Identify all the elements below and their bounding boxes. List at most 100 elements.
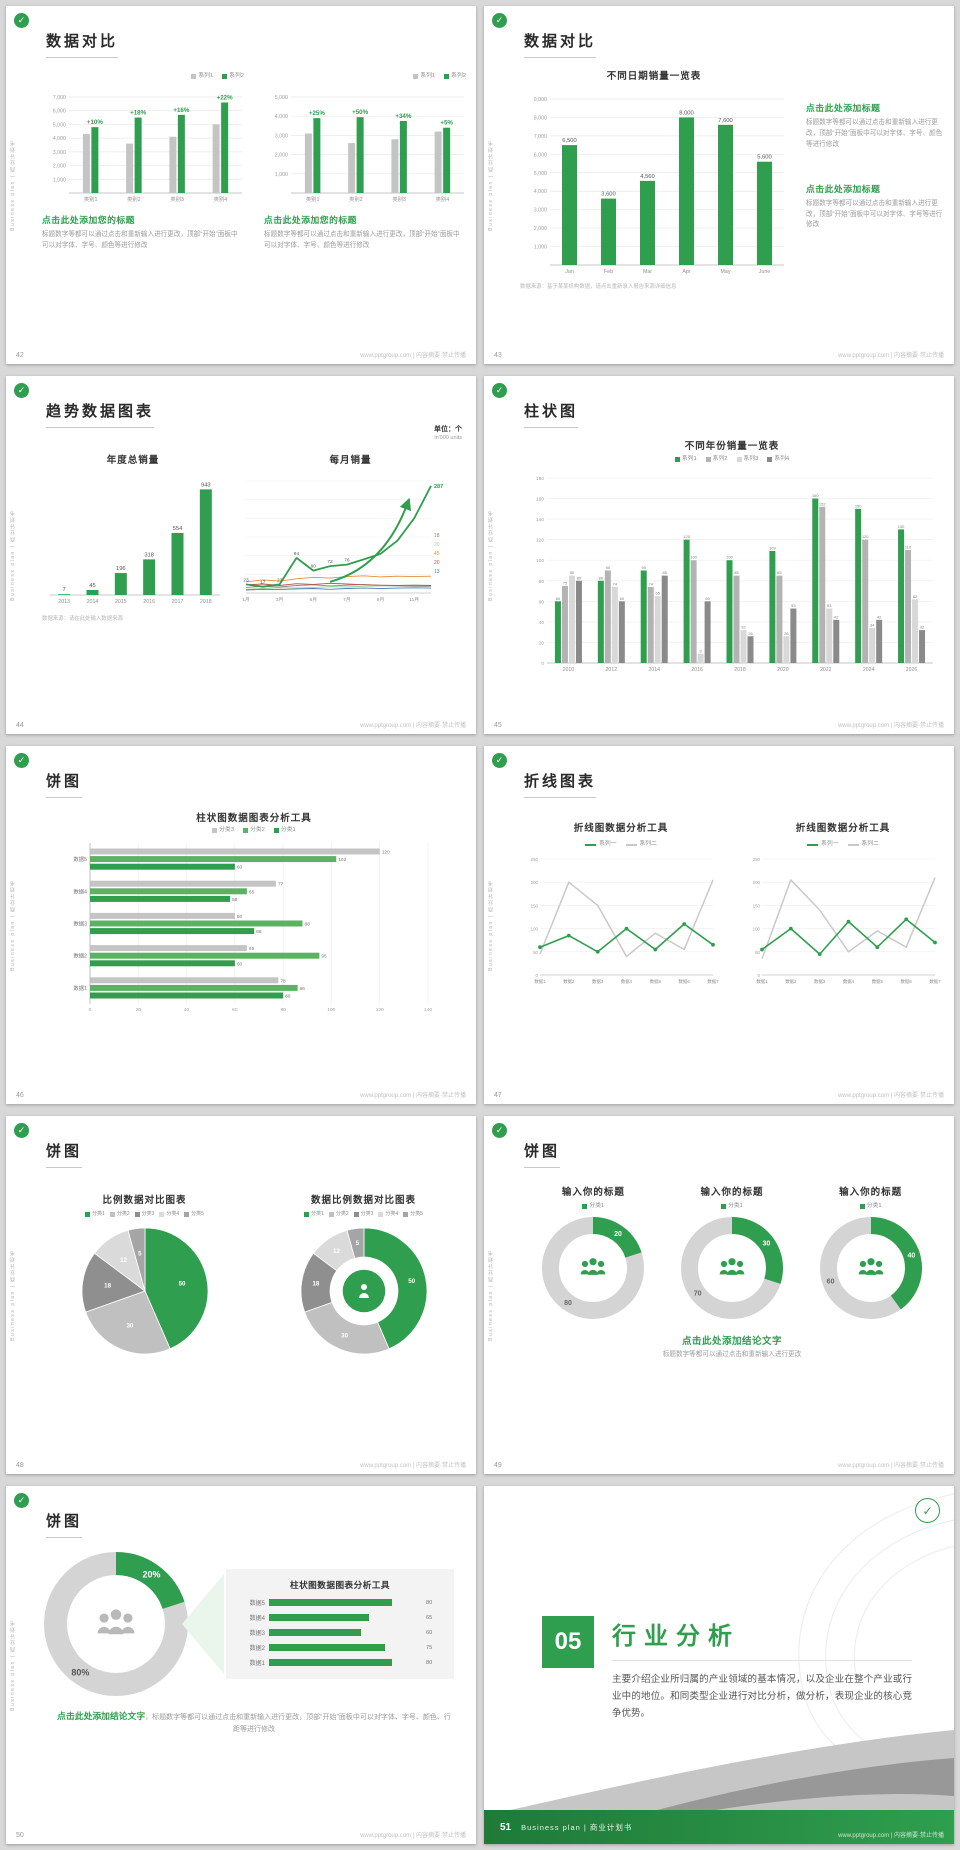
svg-text:20: 20: [434, 560, 440, 566]
page-number: 47: [494, 1092, 502, 1099]
svg-text:4,000: 4,000: [53, 136, 66, 142]
svg-text:9,000: 9,000: [534, 97, 547, 103]
bar-track: [269, 1628, 423, 1637]
bar-label: 数据3: [249, 1631, 265, 1637]
svg-text:2016: 2016: [143, 599, 155, 605]
logo-icon: ✓: [14, 753, 29, 768]
svg-text:32: 32: [741, 624, 746, 629]
slide-content: 折线图数据分析工具 系列一 系列二 0 50 100 150 200 250 数据1 数据2 数据3 数…: [520, 806, 944, 1088]
unit-label: 单位：个 in'000 units: [434, 424, 462, 441]
svg-text:95: 95: [321, 953, 327, 959]
logo-icon: ✓: [492, 13, 507, 28]
svg-text:4,000: 4,000: [534, 189, 547, 195]
legend-item: 分类1: [582, 1203, 604, 1210]
svg-text:50: 50: [533, 950, 538, 955]
slide-page-43[interactable]: ✓ Business plan | 商业计划书 数据对比 不同日期销量一览表 9,000…: [484, 6, 954, 364]
svg-text:45: 45: [89, 583, 95, 589]
chart-block: 比例数据对比图表 分类1 分类2 分类3 分类4 分类5 50 30 18 12 5: [52, 1192, 237, 1458]
people-icon: [97, 1609, 135, 1635]
svg-text:68: 68: [256, 929, 262, 935]
slide-page-44[interactable]: ✓ Business plan | 商业计划书 趋势数据图表 单位：个 in'000 u…: [6, 376, 476, 734]
donut-chart: 50 30 18 12 5: [300, 1227, 427, 1355]
data-source-note: 数据来源：基于某某机构数据，请点击重新录入报告来源详细信息: [520, 284, 677, 290]
legend-swatch: [353, 1212, 359, 1217]
slide-page-49[interactable]: ✓ Business plan | 商业计划书 饼图 输入你的标题 分类1 20 80 输入你…: [484, 1116, 954, 1474]
legend-item: 分类2: [109, 1212, 130, 1217]
slide-page-50[interactable]: ✓ Business plan | 商业计划书 饼图 20% 80% 柱状图数据图表分析工…: [6, 1486, 476, 1844]
svg-text:+22%: +22%: [217, 94, 233, 101]
svg-text:554: 554: [173, 526, 183, 532]
svg-text:2020: 2020: [777, 667, 789, 673]
slide-content: 比例数据对比图表 分类1 分类2 分类3 分类4 分类5 50 30 18 12 5 数据比例数据对比…: [42, 1176, 466, 1458]
svg-text:80: 80: [577, 575, 582, 580]
svg-text:2014: 2014: [87, 599, 99, 605]
slide-page-51[interactable]: ✓ 05 行业分析 主要介绍企业所归属的产业领域的基本情况，以及企业在整个产业或行业中…: [484, 1486, 954, 1844]
svg-text:60: 60: [237, 914, 243, 920]
svg-text:75: 75: [563, 580, 568, 585]
svg-text:23: 23: [243, 577, 249, 583]
svg-text:50: 50: [755, 950, 760, 955]
svg-text:数据5: 数据5: [872, 978, 884, 985]
svg-text:数据5: 数据5: [650, 978, 662, 985]
svg-text:6,500: 6,500: [562, 138, 577, 144]
svg-text:60: 60: [539, 599, 545, 605]
svg-text:数据3: 数据3: [73, 919, 87, 927]
svg-text:100: 100: [536, 558, 544, 564]
svg-text:65: 65: [249, 889, 255, 895]
svg-text:100: 100: [690, 555, 697, 560]
svg-text:类别1: 类别1: [306, 195, 320, 203]
svg-text:60: 60: [705, 596, 710, 601]
svg-text:类别3: 类别3: [170, 195, 184, 203]
section-text: 行业分析 主要介绍企业所归属的产业领域的基本情况，以及企业在整个产业或行业中的地位…: [612, 1616, 912, 1722]
svg-text:数据2: 数据2: [73, 951, 87, 959]
svg-text:60: 60: [826, 1278, 834, 1285]
svg-text:85: 85: [662, 570, 667, 575]
page-number: 45: [494, 722, 502, 729]
svg-text:18: 18: [104, 1282, 111, 1289]
slide-title: 柱状图: [524, 400, 579, 428]
svg-text:+10%: +10%: [87, 119, 103, 126]
svg-text:May: May: [720, 269, 730, 275]
slide-page-48[interactable]: ✓ Business plan | 商业计划书 饼图 比例数据对比图表 分类1 分类2 分类…: [6, 1116, 476, 1474]
svg-text:5,000: 5,000: [53, 122, 66, 128]
slide-page-47[interactable]: ✓ Business plan | 商业计划书 折线图表 折线图数据分析工具 系列一 系列…: [484, 746, 954, 1104]
svg-text:7,000: 7,000: [53, 95, 66, 101]
slide-page-45[interactable]: ✓ Business plan | 商业计划书 柱状图 不同年份销量一览表 系列1 系列2…: [484, 376, 954, 734]
svg-text:120: 120: [536, 537, 544, 543]
svg-text:7月: 7月: [343, 597, 350, 603]
svg-text:45: 45: [434, 551, 440, 557]
slide-page-46[interactable]: ✓ Business plan | 商业计划书 饼图 柱状图数据图表分析工具 分类3 分类…: [6, 746, 476, 1104]
svg-text:5,600: 5,600: [757, 155, 772, 161]
legend-item: 分类5: [184, 1212, 204, 1217]
chart-title: 折线图数据分析工具: [573, 823, 669, 834]
svg-text:20: 20: [539, 640, 545, 646]
bar-value: 80: [426, 1599, 433, 1606]
svg-text:88: 88: [304, 921, 310, 927]
svg-text:1,000: 1,000: [53, 177, 66, 183]
page-number: 48: [16, 1462, 24, 1469]
svg-text:1月: 1月: [242, 597, 249, 603]
chart-legend: 分类1: [582, 1203, 604, 1210]
bar-track: [269, 1658, 423, 1667]
logo-icon: ✓: [915, 1498, 940, 1523]
svg-text:5: 5: [355, 1240, 359, 1247]
svg-text:+25%: +25%: [309, 110, 325, 117]
legend-swatch: [585, 843, 597, 846]
bar-label: 数据1: [249, 1661, 265, 1667]
content-row: 20% 80% 柱状图数据图表分析工具 数据5 80 数据4 65 数据3 60 数据2 75 数据1…: [42, 1550, 466, 1698]
svg-text:数据6: 数据6: [901, 978, 913, 985]
slide-title: 饼图: [46, 770, 83, 798]
chart-legend: 系列1 系列2 系列3 系列4: [674, 456, 789, 463]
slide-page-42[interactable]: ✓ Business plan | 商业计划书 数据对比 系列1 系列2 7,000 6,0…: [6, 6, 476, 364]
legend-swatch: [705, 457, 711, 463]
conclusion-block: 点击此处添加结论文字 标题数字等都可以通过点击和重新输入进行更改: [520, 1333, 944, 1361]
bar-caption: Business plan | 商业计划书: [521, 1822, 633, 1832]
bar: [269, 1598, 393, 1607]
bar-label: 数据4: [249, 1616, 265, 1622]
slide-content: 系列1 系列2 7,000 6,000 5,000 4,000 3,000 2,000 1,00…: [42, 66, 466, 348]
legend-swatch: [243, 828, 249, 834]
chart-body: 标题数字等都可以通过点击和重新输入进行更改，顶部“开始”面板中可以对字体、字号、…: [264, 230, 460, 249]
svg-text:2014: 2014: [648, 667, 660, 673]
panel-bar-row: 数据5 80: [240, 1598, 440, 1607]
